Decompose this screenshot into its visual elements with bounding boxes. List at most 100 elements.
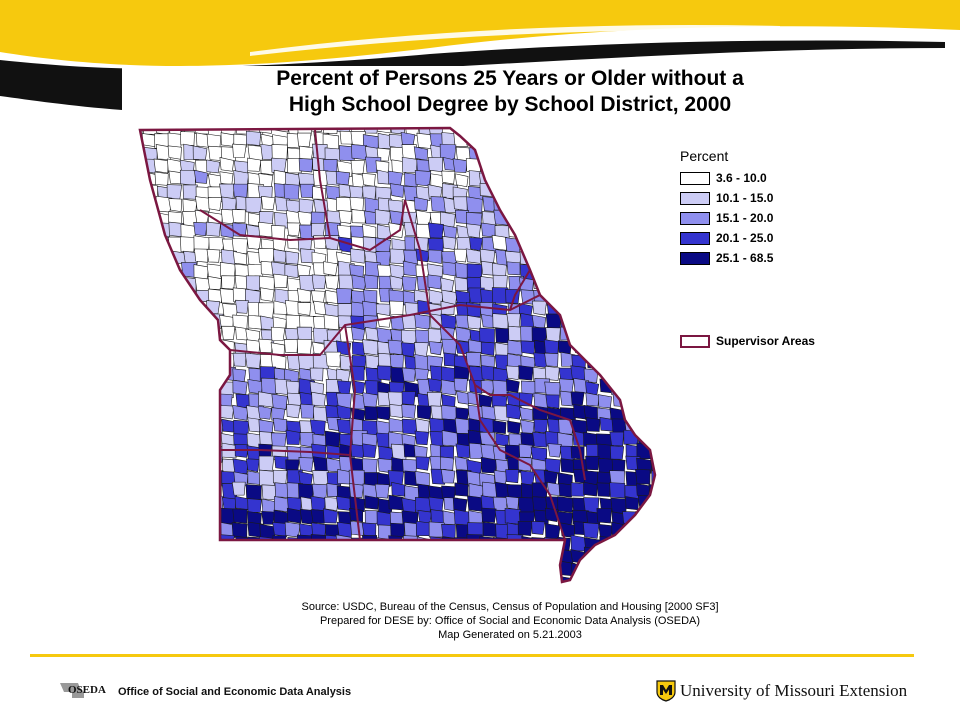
school-district-shape xyxy=(257,405,272,420)
school-district-shape xyxy=(141,211,158,228)
school-district-shape xyxy=(285,563,300,578)
school-district-shape xyxy=(573,198,589,214)
school-district-shape xyxy=(665,317,670,332)
school-district-shape xyxy=(466,196,483,213)
school-district-shape xyxy=(298,561,316,579)
school-district-shape xyxy=(154,128,170,136)
school-district-shape xyxy=(143,521,160,538)
school-district-shape xyxy=(272,469,288,485)
school-district-shape xyxy=(520,432,536,447)
school-district-shape xyxy=(415,588,431,590)
school-district-shape xyxy=(339,588,353,590)
school-district-shape xyxy=(183,549,200,566)
legend-swatch-class-4 xyxy=(680,231,710,245)
school-district-shape xyxy=(585,392,600,407)
school-district-shape xyxy=(258,338,273,353)
school-district-shape xyxy=(231,481,246,496)
school-district-shape xyxy=(403,535,420,552)
school-district-shape xyxy=(635,560,650,576)
school-district-shape xyxy=(636,133,653,150)
school-district-shape xyxy=(506,378,520,393)
school-district-shape xyxy=(597,128,612,133)
school-district-shape xyxy=(194,394,211,411)
school-district-shape xyxy=(387,562,402,577)
school-district-shape xyxy=(636,378,653,395)
school-district-shape xyxy=(622,132,638,149)
school-district-shape xyxy=(219,352,235,368)
school-district-shape xyxy=(454,276,469,291)
school-district-shape xyxy=(142,312,157,327)
school-district-shape xyxy=(543,470,558,485)
school-district-shape xyxy=(584,251,599,266)
school-district-shape xyxy=(374,209,391,225)
school-district-shape xyxy=(532,263,549,280)
school-district-shape xyxy=(140,536,147,553)
school-district-shape xyxy=(532,235,548,250)
legend-label-class-5: 25.1 - 68.5 xyxy=(716,251,774,265)
school-district-shape xyxy=(179,169,196,186)
school-district-shape xyxy=(610,224,628,242)
school-district-shape xyxy=(232,368,247,383)
school-district-shape xyxy=(194,313,210,329)
school-district-shape xyxy=(572,277,588,292)
school-district-shape xyxy=(246,458,260,473)
school-district-shape xyxy=(465,352,481,367)
school-district-shape xyxy=(621,342,637,358)
school-district-shape xyxy=(635,277,652,294)
school-district-shape xyxy=(481,507,497,523)
school-district-shape xyxy=(533,251,549,266)
school-district-shape xyxy=(209,587,222,590)
map-title-line-1: Percent of Persons 25 Years or Older wit… xyxy=(276,67,744,90)
school-district-shape xyxy=(637,365,653,381)
school-district-shape xyxy=(156,510,171,526)
school-district-shape xyxy=(532,431,549,448)
school-district-shape xyxy=(258,469,276,487)
school-district-shape xyxy=(207,446,225,463)
school-district-shape xyxy=(168,170,183,185)
legend-row: 10.1 - 15.0 xyxy=(680,188,860,208)
school-district-shape xyxy=(140,430,145,446)
school-district-shape xyxy=(401,404,416,419)
school-district-shape xyxy=(220,534,235,549)
school-district-shape xyxy=(285,429,301,445)
school-district-shape xyxy=(583,209,598,224)
school-district-shape xyxy=(143,497,158,512)
school-district-shape xyxy=(635,234,650,249)
school-district-shape xyxy=(232,404,248,421)
school-district-shape xyxy=(427,249,443,264)
school-district-shape xyxy=(310,509,326,524)
school-district-shape xyxy=(140,302,146,317)
school-district-shape xyxy=(622,144,637,159)
school-district-shape xyxy=(506,128,521,136)
school-district-shape xyxy=(324,430,341,447)
school-district-shape xyxy=(532,158,549,175)
school-district-shape xyxy=(456,560,473,577)
school-district-shape xyxy=(299,589,315,590)
school-district-shape xyxy=(296,534,313,551)
school-district-shape xyxy=(325,351,342,368)
school-district-shape xyxy=(572,128,588,134)
school-district-shape xyxy=(650,147,655,162)
school-district-shape xyxy=(663,262,670,278)
school-district-shape xyxy=(622,225,638,241)
school-district-shape xyxy=(285,548,300,564)
supervisor-areas-swatch xyxy=(680,334,710,348)
school-district-shape xyxy=(507,211,522,226)
school-district-shape xyxy=(479,327,495,344)
source-line-2: Prepared for DESE by: Office of Social a… xyxy=(319,615,701,627)
school-district-shape xyxy=(585,185,600,199)
school-district-shape xyxy=(168,470,184,486)
school-district-shape xyxy=(480,314,496,329)
school-district-shape xyxy=(491,234,508,251)
school-district-shape xyxy=(647,197,655,214)
school-district-shape xyxy=(140,445,145,461)
oseda-logo: OSEDA xyxy=(60,683,106,698)
school-district-shape xyxy=(443,550,460,568)
school-district-shape xyxy=(560,264,575,279)
school-district-shape xyxy=(180,470,197,487)
school-district-shape xyxy=(182,417,197,432)
school-district-shape xyxy=(570,262,586,278)
school-district-shape xyxy=(181,587,195,590)
school-district-shape xyxy=(168,524,183,539)
school-district-shape xyxy=(143,469,159,485)
